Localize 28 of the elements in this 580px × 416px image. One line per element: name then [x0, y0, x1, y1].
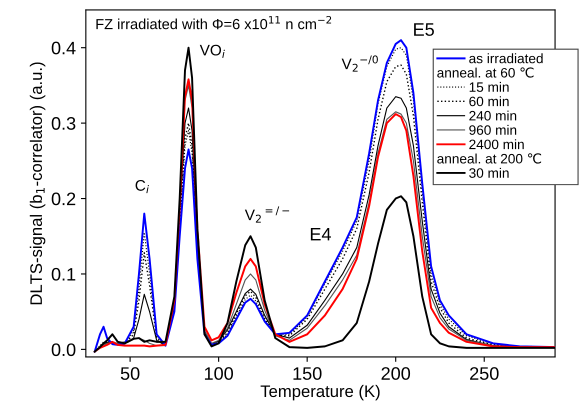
x-tick-label: 250: [470, 367, 499, 380]
annotation: V$_{2}$$^{=/−}$: [244, 206, 290, 223]
x-tick-label: 100: [204, 367, 233, 380]
legend-label: 960 min: [469, 124, 516, 135]
x-tick-label: 150: [293, 367, 322, 380]
y-axis-title: DLTS-signal (b$_{1}$-correlator) (a.u.): [30, 62, 46, 304]
annotation: V$_{2}$$^{−/0}$: [342, 55, 378, 72]
y-tick-label: 0.3: [52, 117, 76, 130]
legend-label: 30 min: [469, 168, 509, 178]
y-tick-label: 0.2: [52, 192, 76, 206]
y-tick-label: 0.1: [52, 268, 76, 281]
legend-label: 240 min: [469, 110, 516, 121]
x-axis-title: Temperature (K): [260, 384, 380, 400]
annotation: VO$_{i}$: [200, 44, 225, 58]
y-tick-label: 0.4: [52, 42, 76, 54]
annotation: anneal. at 60 ℃: [437, 67, 534, 78]
x-tick-label: 200: [382, 367, 410, 380]
annotation: C$_{i}$: [136, 180, 149, 194]
annotation: E4: [310, 228, 331, 240]
legend-label: 60 min: [469, 96, 509, 106]
legend-label: 15 min: [470, 82, 509, 92]
chart-title: FZ irradiated with Φ=6 x10$^{11}$ n cm$^{−2}$: [96, 16, 332, 30]
x-tick-label: 50: [120, 367, 140, 380]
legend-label: as irradiated: [469, 53, 543, 64]
legend-label: 2400 min: [469, 139, 524, 150]
annotation: anneal. at 200 ℃: [437, 153, 542, 164]
y-tick-label: 0.0: [52, 343, 76, 356]
annotation: E5: [414, 23, 434, 36]
